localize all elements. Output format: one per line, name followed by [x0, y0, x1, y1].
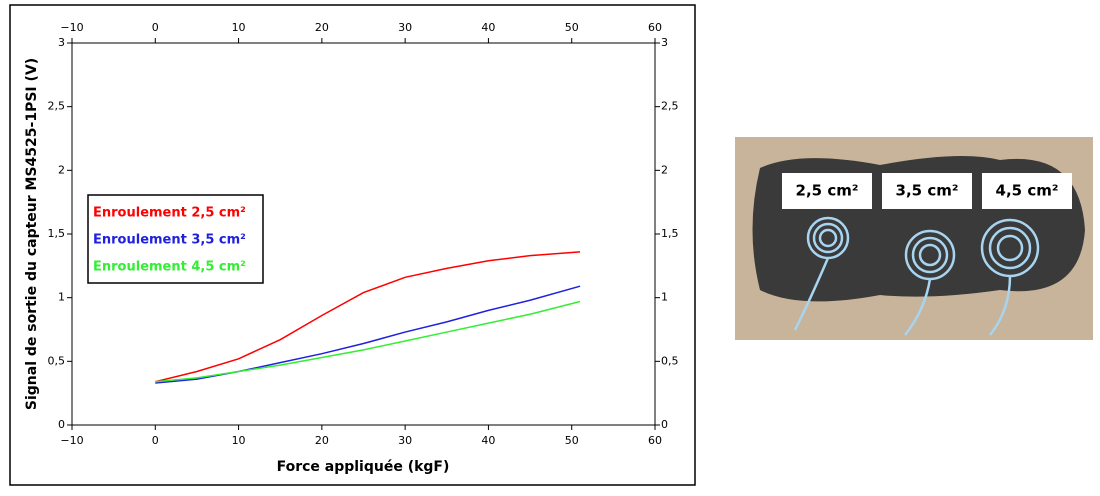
photo-labels: 2,5 cm² 3,5 cm² 4,5 cm² — [782, 173, 1072, 209]
x-tick-label-top: −10 — [60, 21, 83, 34]
x-tick-label: 40 — [481, 434, 495, 447]
y-tick-label-right: 1,5 — [661, 227, 679, 240]
chart: −10 −10 0 0 10 10 20 20 30 30 40 40 50 50 60 60 0 0 0,5 0,5… — [48, 21, 679, 447]
photo-label: 3,5 cm² — [896, 182, 959, 200]
y-axis-label: Signal de sortie du capteur MS4525-1PSI … — [24, 58, 40, 410]
y-tick-label: 2,5 — [48, 100, 66, 113]
y-tick-label: 1,5 — [48, 227, 66, 240]
y-tick-label: 0,5 — [48, 354, 66, 367]
x-tick-label: 30 — [398, 434, 412, 447]
photo-label-box — [882, 173, 972, 209]
photo-label-box — [782, 173, 872, 209]
y-tick-label-right: 0 — [661, 418, 668, 431]
photo-label-box — [982, 173, 1072, 209]
photo-label: 2,5 cm² — [796, 182, 859, 200]
x-tick-label-top: 0 — [152, 21, 159, 34]
x-tick-label-top: 20 — [315, 21, 329, 34]
x-axis-label: Force appliquée (kgF) — [277, 459, 450, 475]
y-tick-label-right: 2 — [661, 163, 668, 176]
legend-box — [87, 194, 264, 284]
y-tick-label-right: 0,5 — [661, 354, 679, 367]
y-tick-label-right: 2,5 — [661, 100, 679, 113]
legend-entry: Enroulement 2,5 cm² — [93, 206, 246, 221]
x-tick-label: 20 — [315, 434, 329, 447]
x-tick-label: 10 — [232, 434, 246, 447]
spirals — [793, 216, 1040, 336]
x-tick-label-top: 40 — [481, 21, 495, 34]
y-tick-label: 2 — [58, 163, 65, 176]
series-line — [155, 251, 581, 383]
y-tick-label-right: 1 — [661, 291, 668, 304]
x-tick-label-top: 10 — [232, 21, 246, 34]
y-tick-label: 3 — [58, 36, 65, 49]
x-tick-label-top: 50 — [565, 21, 579, 34]
x-tick-label-top: 60 — [648, 21, 662, 34]
x-tick-label: 0 — [152, 434, 159, 447]
x-tick-label: 60 — [648, 434, 662, 447]
series-line — [155, 300, 581, 383]
x-tick-label-top: 30 — [398, 21, 412, 34]
photo: 2,5 cm² 3,5 cm² 4,5 cm² — [735, 137, 1093, 340]
y-tick-label: 0 — [58, 418, 65, 431]
legend-entry: Enroulement 3,5 cm² — [93, 233, 246, 248]
y-tick-label-right: 3 — [661, 36, 668, 49]
x-tick-label: 50 — [565, 434, 579, 447]
legend-entry: Enroulement 4,5 cm² — [93, 260, 246, 275]
photo-label: 4,5 cm² — [996, 182, 1059, 200]
y-tick-label: 1 — [58, 291, 65, 304]
x-tick-label: −10 — [60, 434, 83, 447]
